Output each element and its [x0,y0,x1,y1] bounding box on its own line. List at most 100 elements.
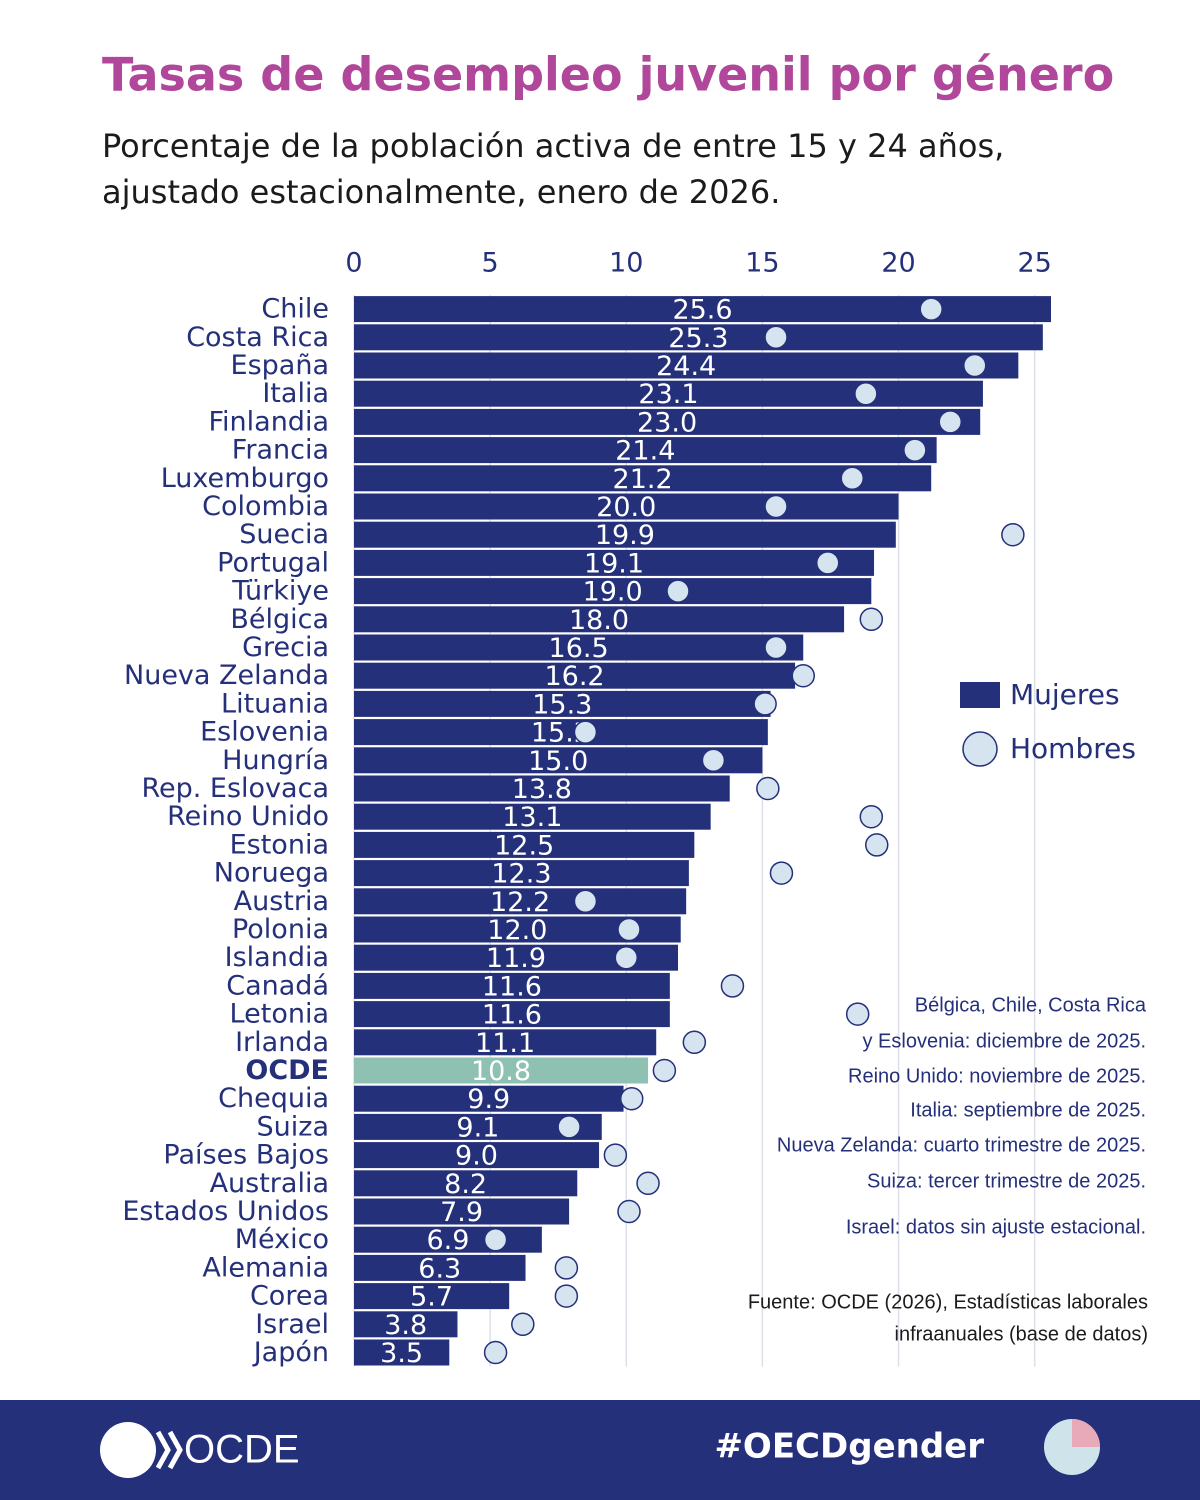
bar [354,1170,578,1197]
dot [764,635,788,660]
y-tick-label: Reino Unido [167,801,329,832]
dot [854,381,878,406]
y-tick-label: Rep. Eslovaca [141,773,329,804]
note: Suiza: tercer trimestre de 2025. [867,1170,1146,1192]
legend-swatch [962,731,998,767]
dot [769,861,794,885]
bar [354,1254,526,1281]
bar [354,1085,624,1112]
bar [354,662,796,689]
dot [859,804,884,829]
y-tick-label: Israel [255,1309,329,1340]
x-tick-label: 25 [1017,248,1051,279]
y-tick-label: Italia [262,378,329,409]
value-label: 11.6 [482,1000,542,1031]
value-label: 12.5 [494,830,554,861]
y-tick-label: Estonia [230,829,329,860]
dot [791,663,815,688]
y-tick-label: Suecia [239,519,329,550]
value-label: 11.1 [475,1028,535,1059]
value-label: 10.8 [471,1056,531,1087]
bar [354,888,687,915]
dot [756,776,780,801]
dot [557,1115,581,1139]
bar [354,380,983,407]
value-label: 9.0 [455,1141,498,1172]
dot [619,1086,644,1111]
y-tick-label: Costa Rica [186,322,329,353]
dot [511,1312,535,1337]
bar [354,1142,600,1169]
y-tick-label: Luxemburgo [161,463,329,494]
chart-title: Tasas de desempleo juvenil por género [102,48,1114,102]
dot [554,1256,579,1280]
bar [354,972,670,999]
subtitle: Porcentaje de la población activa de ent… [102,127,1004,165]
bar [354,690,771,717]
y-tick-label: Japón [252,1337,329,1368]
dot [603,1143,628,1167]
legend-swatch [960,682,1000,708]
logo-mark [155,1430,183,1470]
bar [354,521,896,548]
dot [938,410,963,434]
bar [354,1226,542,1253]
value-label: 15.0 [528,746,588,777]
x-tick-label: 10 [609,248,643,279]
value-label: 23.1 [638,379,698,410]
x-tick-label: 15 [745,248,779,279]
hashtag: #OECDgender [714,1427,984,1467]
bar [354,578,872,605]
y-tick-label: Países Bajos [163,1140,329,1171]
value-label: 11.9 [486,943,546,974]
dot [666,579,690,603]
bar [354,1001,670,1028]
y-tick-label: México [235,1224,329,1255]
value-label: 16.5 [549,633,609,664]
bar [354,860,689,887]
value-label: 21.4 [615,436,675,467]
bar [354,1283,510,1310]
note: Reino Unido: noviembre de 2025. [848,1065,1146,1087]
dot [652,1058,677,1083]
source: Fuente: OCDE (2026), Estadísticas labora… [748,1291,1148,1313]
dot [764,494,788,519]
legend-label: Hombres [1010,732,1136,765]
dot [614,945,639,970]
value-label: 23.0 [637,407,697,438]
dot [919,297,943,321]
dot [1001,522,1025,547]
y-tick-label: Alemania [202,1252,329,1283]
bar [354,1057,649,1084]
value-label: 13.8 [512,774,572,805]
dot [963,353,987,378]
value-label: 19.9 [595,520,655,551]
dot [636,1171,660,1196]
y-tick-label: Francia [232,435,329,466]
value-label: 3.5 [380,1338,423,1369]
y-tick-label: Suiza [257,1111,329,1142]
value-label: 11.6 [482,971,542,1002]
dot [483,1340,508,1365]
legend-label: Mujeres [1010,678,1120,711]
dot [573,720,598,744]
bar [354,324,1043,351]
bar [354,634,804,661]
value-label: 12.3 [491,859,551,890]
note: Nueva Zelanda: cuarto trimestre de 2025. [777,1134,1146,1156]
bar [354,1339,450,1366]
y-tick-label: Austria [234,886,329,917]
y-tick-label: Türkiye [231,576,329,607]
footer-band [0,1400,1200,1500]
bar [354,1029,657,1056]
value-label: 9.9 [467,1084,510,1115]
note: y Eslovenia: diciembre de 2025. [863,1030,1147,1052]
bar [354,1198,570,1225]
value-label: 6.9 [426,1225,469,1256]
value-label: 20.0 [596,492,656,523]
y-tick-label: OCDE [245,1055,329,1086]
value-label: 6.3 [418,1253,461,1284]
note: Israel: datos sin ajuste estacional. [846,1216,1146,1238]
value-label: 12.0 [487,915,547,946]
bar [354,352,1019,379]
